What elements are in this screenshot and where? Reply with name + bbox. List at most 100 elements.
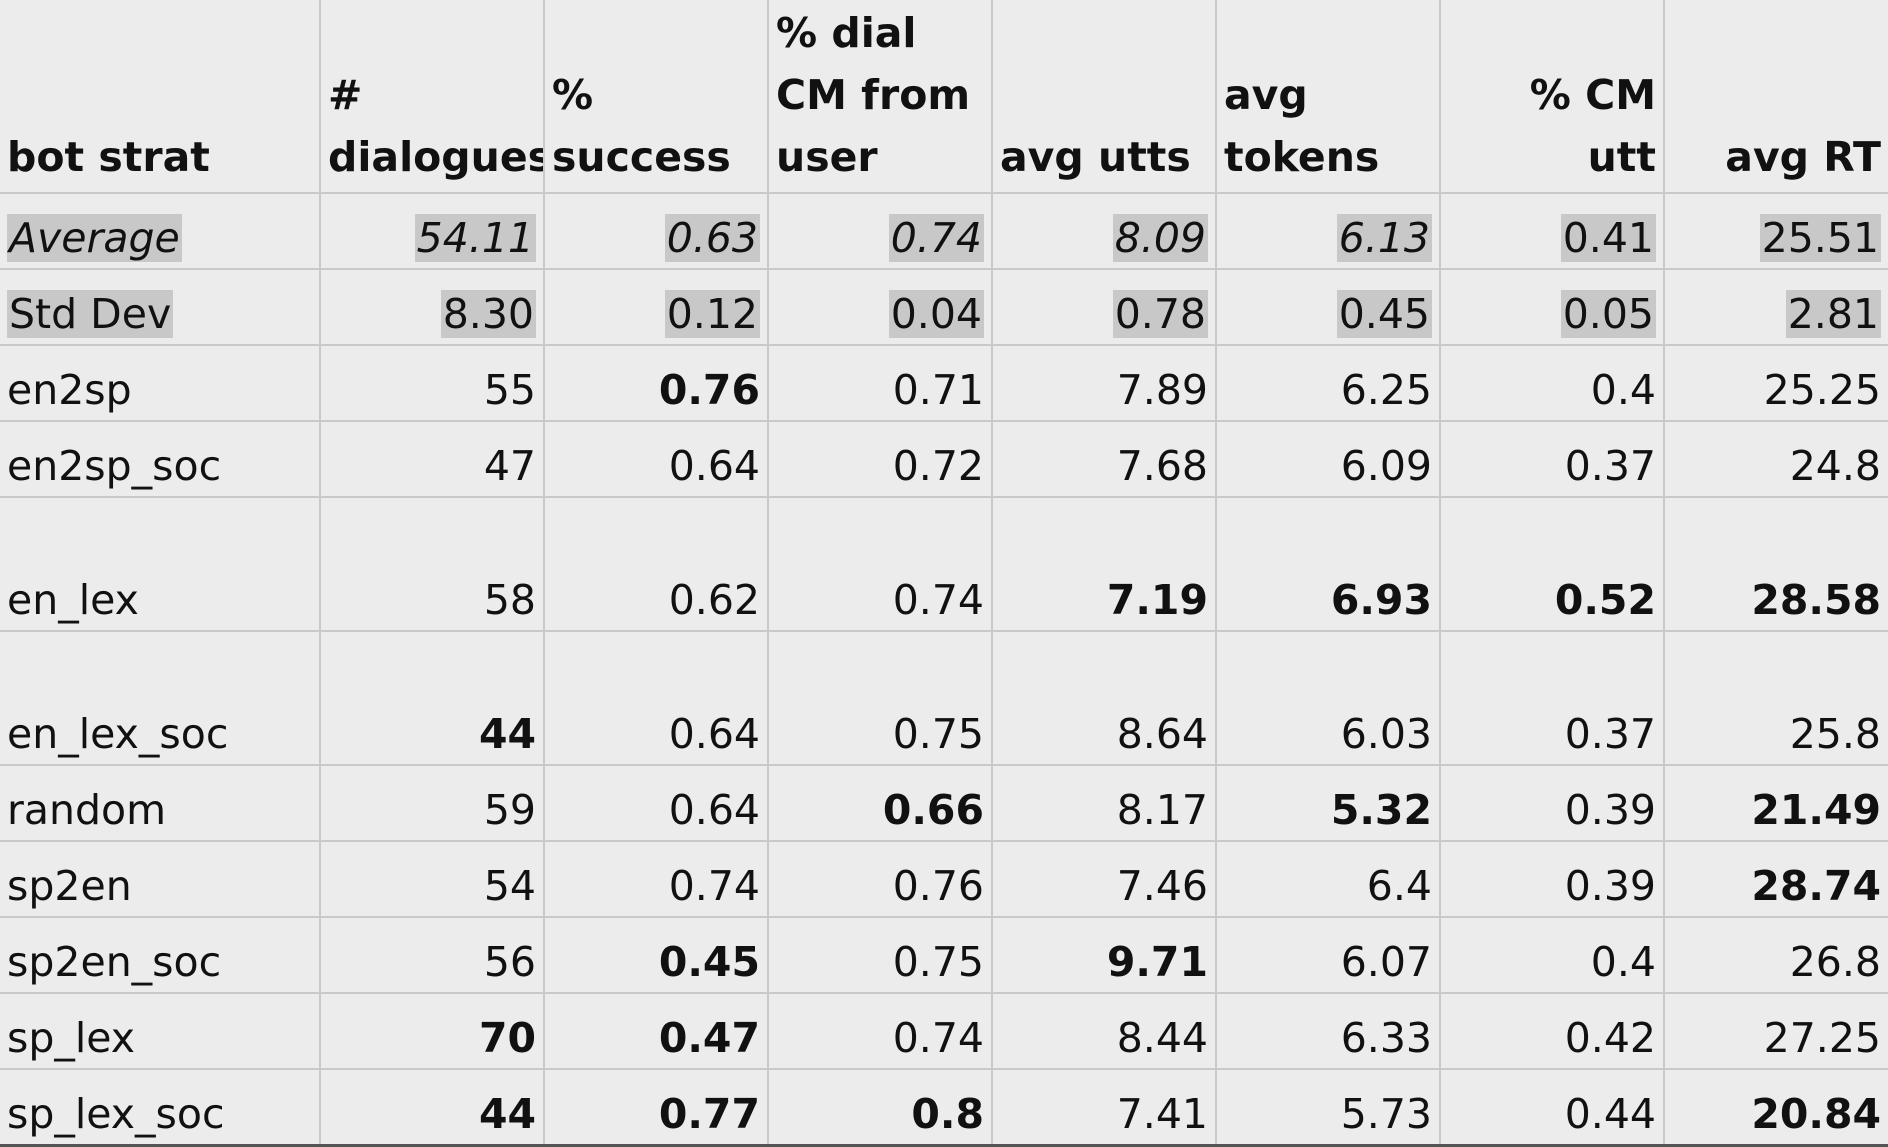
table-cell: 0.64	[543, 420, 769, 498]
table-cell: 0.78	[991, 268, 1217, 346]
table-cell: 28.74	[1663, 840, 1888, 918]
table-cell: 0.63	[543, 192, 769, 270]
table-cell: 0.4	[1439, 344, 1665, 422]
header-success: % success	[543, 0, 769, 194]
table-cell: 8.09	[991, 192, 1217, 270]
table-cell: 0.64	[543, 630, 769, 766]
table-cell: 0.44	[1439, 1068, 1665, 1147]
table-cell: 2.81	[1663, 268, 1888, 346]
row-label: en2sp_soc	[0, 420, 321, 498]
table-cell: 28.58	[1663, 496, 1888, 632]
table-cell: 0.76	[767, 840, 993, 918]
table-cell: 56	[319, 916, 545, 994]
table-cell: 47	[319, 420, 545, 498]
row-label: sp2en	[0, 840, 321, 918]
table-cell: 0.66	[767, 764, 993, 842]
table-cell: 0.64	[543, 764, 769, 842]
table-row: en_lex_soc 44 0.64 0.75 8.64 6.03 0.37 25.8	[0, 630, 1888, 766]
table-cell: 0.76	[543, 344, 769, 422]
table-cell: 6.13	[1215, 192, 1441, 270]
table-cell: 8.17	[991, 764, 1217, 842]
table-cell: 26.8	[1663, 916, 1888, 994]
table-cell: 0.74	[767, 496, 993, 632]
table-row: sp2en_soc 56 0.45 0.75 9.71 6.07 0.4 26.8	[0, 916, 1888, 994]
average-label: Average	[0, 192, 321, 270]
table-cell: 70	[319, 992, 545, 1070]
table-cell: 54	[319, 840, 545, 918]
table-cell: 0.12	[543, 268, 769, 346]
header-bot-strat: bot strat	[0, 0, 321, 194]
table-cell: 0.74	[767, 192, 993, 270]
row-label: en2sp	[0, 344, 321, 422]
table-cell: 21.49	[1663, 764, 1888, 842]
table-cell: 0.72	[767, 420, 993, 498]
table-cell: 5.32	[1215, 764, 1441, 842]
table-cell: 7.46	[991, 840, 1217, 918]
table-cell: 7.89	[991, 344, 1217, 422]
table-cell: 0.42	[1439, 992, 1665, 1070]
table-cell: 0.37	[1439, 630, 1665, 766]
table-cell: 6.09	[1215, 420, 1441, 498]
header-avg-rt: avg RT	[1663, 0, 1888, 194]
row-label: random	[0, 764, 321, 842]
row-label: sp2en_soc	[0, 916, 321, 994]
table-cell: 25.51	[1663, 192, 1888, 270]
table-cell: 0.75	[767, 916, 993, 994]
table-cell: 59	[319, 764, 545, 842]
std-dev-row: Std Dev 8.30 0.12 0.04 0.78 0.45 0.05 2.…	[0, 268, 1888, 346]
table-cell: 8.44	[991, 992, 1217, 1070]
table-cell: 0.52	[1439, 496, 1665, 632]
table-cell: 0.74	[543, 840, 769, 918]
table-cell: 24.8	[1663, 420, 1888, 498]
table-cell: 5.73	[1215, 1068, 1441, 1147]
table-cell: 0.75	[767, 630, 993, 766]
table-cell: 0.04	[767, 268, 993, 346]
table-cell: 6.4	[1215, 840, 1441, 918]
table-cell: 6.25	[1215, 344, 1441, 422]
table-row: en_lex 58 0.62 0.74 7.19 6.93 0.52 28.58	[0, 496, 1888, 632]
table-cell: 0.41	[1439, 192, 1665, 270]
table-cell: 8.30	[319, 268, 545, 346]
table-row: en2sp_soc 47 0.64 0.72 7.68 6.09 0.37 24.8	[0, 420, 1888, 498]
table-cell: 44	[319, 1068, 545, 1147]
table-cell: 27.25	[1663, 992, 1888, 1070]
table-cell: 0.47	[543, 992, 769, 1070]
table-cell: 0.45	[543, 916, 769, 994]
row-label: sp_lex	[0, 992, 321, 1070]
std-dev-label: Std Dev	[0, 268, 321, 346]
header-row: bot strat # dialogues % success % dial CM f…	[0, 0, 1888, 194]
table-cell: 7.19	[991, 496, 1217, 632]
table-cell: 25.8	[1663, 630, 1888, 766]
table-row: sp_lex_soc 44 0.77 0.8 7.41 5.73 0.44 20.84	[0, 1068, 1888, 1147]
table-cell: 8.64	[991, 630, 1217, 766]
table-row: random 59 0.64 0.66 8.17 5.32 0.39 21.49	[0, 764, 1888, 842]
table-cell: 6.03	[1215, 630, 1441, 766]
table-cell: 0.4	[1439, 916, 1665, 994]
table-cell: 0.39	[1439, 764, 1665, 842]
table-cell: 55	[319, 344, 545, 422]
table-cell: 7.41	[991, 1068, 1217, 1147]
header-dial-cm-from-user: % dial CM from user	[767, 0, 993, 194]
average-row: Average 54.11 0.63 0.74 8.09 6.13 0.41 2…	[0, 192, 1888, 270]
row-label: sp_lex_soc	[0, 1068, 321, 1147]
table-row: sp_lex 70 0.47 0.74 8.44 6.33 0.42 27.25	[0, 992, 1888, 1070]
header-dialogues: # dialogues	[319, 0, 545, 194]
header-cm-utt: % CM utt	[1439, 0, 1665, 194]
table-cell: 0.8	[767, 1068, 993, 1147]
row-label: en_lex	[0, 496, 321, 632]
table-cell: 6.07	[1215, 916, 1441, 994]
table-cell: 0.37	[1439, 420, 1665, 498]
header-avg-tokens: avg tokens	[1215, 0, 1441, 194]
table-cell: 0.71	[767, 344, 993, 422]
table-cell: 9.71	[991, 916, 1217, 994]
table-cell: 6.93	[1215, 496, 1441, 632]
table-cell: 58	[319, 496, 545, 632]
table-cell: 0.77	[543, 1068, 769, 1147]
table-cell: 0.39	[1439, 840, 1665, 918]
table-cell: 54.11	[319, 192, 545, 270]
table-cell: 0.45	[1215, 268, 1441, 346]
table-cell: 25.25	[1663, 344, 1888, 422]
table-cell: 7.68	[991, 420, 1217, 498]
table-cell: 0.62	[543, 496, 769, 632]
